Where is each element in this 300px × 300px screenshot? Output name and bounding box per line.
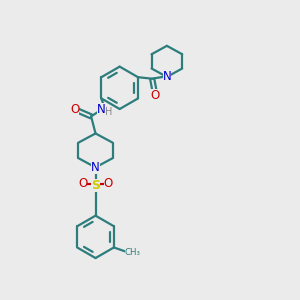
- Text: CH₃: CH₃: [125, 248, 141, 257]
- Text: N: N: [97, 103, 106, 116]
- Text: O: O: [70, 103, 79, 116]
- Text: H: H: [105, 107, 113, 117]
- Text: O: O: [104, 177, 113, 190]
- Text: N: N: [163, 70, 171, 83]
- Text: O: O: [78, 177, 87, 190]
- Text: O: O: [151, 89, 160, 102]
- Text: N: N: [91, 161, 100, 174]
- Text: S: S: [91, 178, 100, 191]
